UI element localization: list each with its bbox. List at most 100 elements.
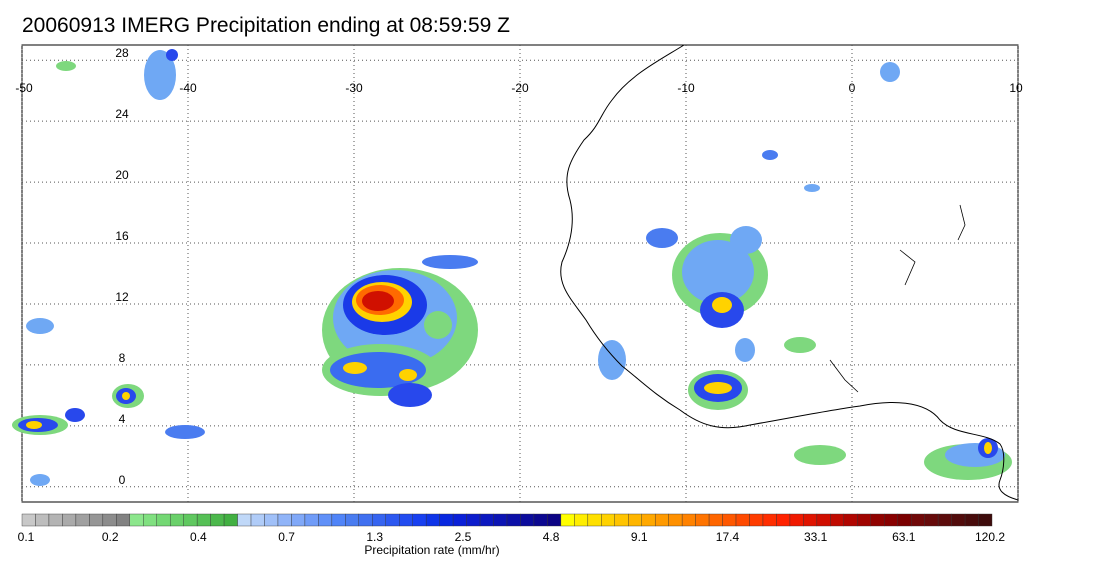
colorbar-swatch [277, 513, 292, 527]
lat-label: 4 [119, 412, 126, 426]
colorbar-label: Precipitation rate (mm/hr) [364, 543, 499, 557]
colorbar-swatch [614, 513, 629, 527]
lon-label: -20 [511, 81, 529, 95]
colorbar-tick-label: 1.3 [366, 530, 383, 544]
colorbar-swatch [399, 513, 413, 527]
colorbar-tick-label: 120.2 [975, 530, 1005, 544]
colorbar-swatch [533, 513, 548, 527]
colorbar-swatch [385, 513, 400, 527]
lon-label: -30 [345, 81, 363, 95]
colorbar-swatch [479, 513, 494, 527]
lat-label: 12 [115, 290, 129, 304]
coastline [560, 44, 1019, 501]
colorbar-swatch [412, 513, 427, 527]
colorbar-swatch [964, 513, 979, 527]
colorbar-swatch [116, 513, 130, 527]
colorbar-swatch [520, 513, 535, 527]
colorbar-swatch [641, 513, 656, 527]
colorbar-tick-label: 0.2 [102, 530, 119, 544]
colorbar-swatch [695, 513, 710, 527]
colorbar-swatch [708, 513, 723, 527]
colorbar-tick-label: 17.4 [716, 530, 740, 544]
colorbar-swatch [816, 513, 831, 527]
colorbar-swatch [358, 513, 373, 527]
colorbar-swatch [345, 513, 360, 527]
colorbar-swatch [654, 513, 669, 527]
colorbar-swatch [978, 513, 993, 527]
colorbar-tick-label: 33.1 [804, 530, 828, 544]
colorbar-swatch [601, 513, 615, 527]
lon-label: 0 [849, 81, 856, 95]
lon-label: 10 [1009, 81, 1023, 95]
colorbar-swatch [102, 513, 117, 527]
lon-label: -50 [15, 81, 33, 95]
colorbar-swatch [129, 513, 144, 527]
colorbar-swatch [372, 513, 386, 527]
colorbar-swatch [452, 513, 467, 527]
colorbar-swatch [560, 513, 575, 527]
colorbar-swatch [223, 513, 238, 527]
colorbar-tick-label: 9.1 [631, 530, 648, 544]
lat-label: 24 [115, 107, 129, 121]
colorbar-tick-label: 63.1 [892, 530, 916, 544]
lon-label: -10 [677, 81, 695, 95]
colorbar-swatches [21, 513, 993, 527]
precipitation-cells [12, 49, 1012, 486]
colorbar-swatch [951, 513, 966, 527]
colorbar-swatch [439, 513, 454, 527]
lat-label: 20 [115, 168, 129, 182]
lat-label: 16 [115, 229, 129, 243]
precip-system-gulf-of-guinea [762, 62, 1012, 480]
colorbar-swatch [466, 513, 481, 527]
lon-label: -40 [179, 81, 197, 95]
colorbar-swatch [937, 513, 952, 527]
colorbar-tick-label: 0.1 [18, 530, 35, 544]
colorbar-swatch [857, 513, 871, 527]
colorbar-swatch [75, 513, 90, 527]
colorbar-swatch [749, 513, 764, 527]
colorbar-swatch [48, 513, 63, 527]
latitude-labels: 28 24 20 16 12 8 4 0 [115, 46, 129, 487]
colorbar-swatch [183, 513, 198, 527]
colorbar-swatch [681, 513, 696, 527]
colorbar-swatch [35, 513, 50, 527]
colorbar-swatch [735, 513, 750, 527]
precip-system-atlantic-central [322, 255, 478, 407]
lat-label: 8 [119, 351, 126, 365]
colorbar-swatch [264, 513, 279, 527]
colorbar-swatch [493, 513, 508, 527]
longitude-labels: -50 -40 -30 -20 -10 0 10 [15, 81, 1023, 95]
colorbar-swatch [668, 513, 683, 527]
colorbar-swatch [318, 513, 333, 527]
colorbar-swatch [250, 513, 265, 527]
colorbar-swatch [210, 513, 225, 527]
colorbar-swatch [62, 513, 77, 527]
colorbar-swatch [574, 513, 589, 527]
colorbar-swatch [776, 513, 791, 527]
colorbar-swatch [196, 513, 211, 527]
colorbar-swatch [722, 513, 737, 527]
precip-system-western-atlantic [12, 49, 205, 486]
colorbar-swatch [156, 513, 171, 527]
colorbar-swatch [506, 513, 521, 527]
colorbar-swatch [924, 513, 939, 527]
colorbar-swatch [291, 513, 306, 527]
colorbar-swatch [587, 513, 602, 527]
colorbar-swatch [897, 513, 912, 527]
lat-label: 28 [115, 46, 129, 60]
colorbar-swatch [169, 513, 184, 527]
map-title: 20060913 IMERG Precipitation ending at 0… [22, 14, 510, 37]
colorbar-swatch [830, 513, 845, 527]
colorbar-swatch [89, 513, 104, 527]
lat-label: 0 [119, 473, 126, 487]
colorbar-swatch [425, 513, 440, 527]
colorbar-swatch [789, 513, 804, 527]
colorbar-swatch [803, 513, 818, 527]
colorbar-swatch [628, 513, 642, 527]
colorbar-swatch [843, 513, 858, 527]
colorbar-tick-label: 0.4 [190, 530, 207, 544]
colorbar-tick-labels: 0.1 0.2 0.4 0.7 1.3 2.5 4.8 9.1 17.4 33.1 63.1 120.… [18, 530, 1006, 544]
colorbar-swatch [762, 513, 777, 527]
